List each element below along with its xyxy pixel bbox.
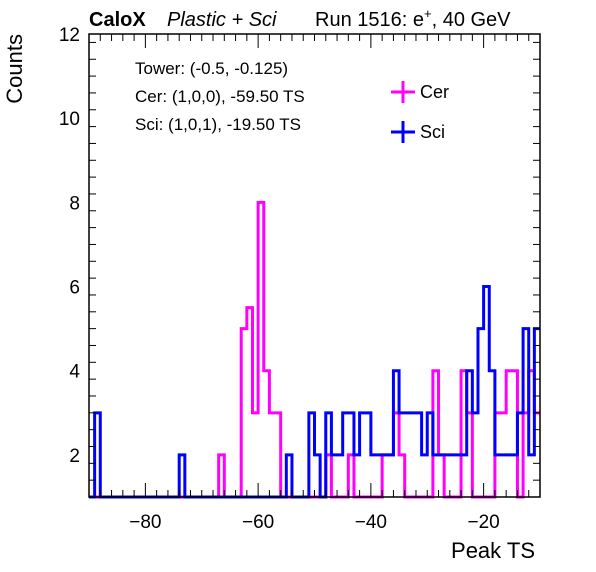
y-tick-label: 12 [59, 25, 80, 46]
y-axis-title: Counts [2, 34, 27, 104]
x-tick-label: −40 [355, 512, 387, 533]
info-sci: Sci: (1,0,1), -19.50 TS [135, 115, 301, 134]
info-cer: Cer: (1,0,0), -59.50 TS [135, 87, 305, 106]
y-tick-label: 6 [69, 278, 80, 299]
header-run-suffix: , 40 GeV [432, 9, 512, 31]
legend-sci-label: Sci [420, 122, 445, 142]
legend-cer-label: Cer [420, 82, 449, 102]
x-tick-label: −60 [242, 512, 274, 533]
header-run-prefix: Run 1516: e [315, 9, 424, 31]
legend-cer-marker [391, 81, 415, 103]
x-tick-label: −20 [468, 512, 500, 533]
series-layer [89, 200, 540, 499]
header-run-sup: + [424, 6, 432, 21]
y-tick-label: 10 [59, 109, 80, 130]
y-tick-label: 4 [69, 362, 80, 383]
legend: Cer Sci [391, 81, 449, 143]
tick-layer: −80 −60 −40 −20 2 4 6 8 10 12 [59, 25, 541, 533]
series-sci-line [89, 285, 540, 499]
y-tick-label: 8 [69, 193, 80, 214]
info-tower: Tower: (-0.5, -0.125) [135, 59, 288, 78]
x-axis-title: Peak TS [451, 538, 535, 563]
plot-frame [88, 33, 541, 498]
y-tick-label: 2 [69, 446, 80, 467]
legend-sci-marker [391, 121, 415, 143]
x-tick-label: −80 [129, 512, 161, 533]
header-run: Run 1516: e+, 40 GeV [315, 6, 511, 31]
header-brand: CaloX [89, 9, 146, 31]
header-subtitle: Plastic + Sci [167, 9, 277, 31]
